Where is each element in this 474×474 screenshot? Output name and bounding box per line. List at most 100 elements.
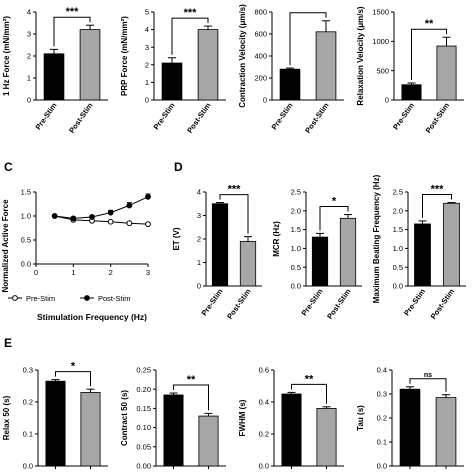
y-tick-label: 2.0 xyxy=(393,206,403,215)
series-line-post-stim xyxy=(54,196,149,219)
significance-label: ns xyxy=(424,372,432,379)
y-tick-label: 0.0 xyxy=(291,282,301,291)
point-post-stim xyxy=(70,215,77,222)
y-tick-label: 1.0 xyxy=(291,244,301,253)
chart-relaxation-velocity: 0 500 1000 1500 Relaxation Velocity (μm/s) Pr… xyxy=(356,6,464,135)
y-tick-label: 0.2 xyxy=(377,414,387,423)
point-post-stim xyxy=(51,213,58,219)
point-post-stim xyxy=(107,209,114,216)
y-tick-label: 0.0 xyxy=(377,462,387,471)
significance-label: ** xyxy=(425,18,434,30)
y-tick-label: 500 xyxy=(376,66,389,75)
y-axis-label: Relax 50 (s) xyxy=(2,395,11,440)
y-tick-label: 1 xyxy=(145,78,149,87)
x-tick-label: Pre-Stim xyxy=(34,101,59,132)
y-tick-label: 2 xyxy=(145,60,149,69)
bar-pre-stim xyxy=(414,223,431,287)
chart-relax50: 0.0 0.1 0.2 0.3 Relax 50 (s) * xyxy=(2,361,108,471)
y-tick-label: 5 xyxy=(145,8,149,17)
x-tick-label: 0 xyxy=(34,268,38,277)
chart-mcr: 0.0 0.5 1.0 1.5 2.0 2.5 MCR (Hz) Pre-Stim Post-S… xyxy=(272,188,362,321)
y-tick-label: 3 xyxy=(27,30,31,39)
significance-bracket xyxy=(53,16,91,47)
series-line-pre-stim xyxy=(54,215,149,225)
legend-marker xyxy=(84,295,90,301)
significance-label: *** xyxy=(228,184,242,196)
y-tick-label: 0.3 xyxy=(377,390,387,399)
y-tick-label: 0.00 xyxy=(136,462,151,471)
y-axis-label: Contraction Velocity (μm/s) xyxy=(238,4,247,108)
y-tick-label: 600 xyxy=(254,30,267,39)
x-tick-label: Pre-Stim xyxy=(270,101,295,132)
y-tick-label: 1500 xyxy=(372,8,389,17)
y-tick-label: 0.15 xyxy=(136,404,151,413)
x-tick-label: Pre-Stim xyxy=(152,101,177,132)
x-tick-label: Post-Stim xyxy=(225,287,253,321)
y-axis-label: Maximum Beating Frequency (Hz) xyxy=(372,174,381,303)
legend-label-pre-stim: Pre-Stim xyxy=(26,294,55,303)
y-tick-label: 1.0 xyxy=(393,244,403,253)
y-axis-label: Tau (s) xyxy=(356,405,365,431)
chart-tau: 0.0 0.1 0.2 0.3 0.4 Tau (s) ns xyxy=(356,366,464,471)
bar-pre-stim xyxy=(161,62,183,101)
chart-max-beating-frequency: 0.0 0.5 1.0 1.5 2.0 2.5 Maximum Beating Freque… xyxy=(372,174,466,321)
bar-pre-stim xyxy=(211,203,229,287)
y-axis-label: Contract 50 (s) xyxy=(120,390,129,446)
y-tick-label: 0 xyxy=(385,96,389,105)
y-tick-label: 0.1 xyxy=(23,430,33,439)
y-tick-label: 0.2 xyxy=(259,430,269,439)
point-pre-stim xyxy=(107,218,114,225)
significance-bracket xyxy=(171,17,209,55)
significance-bracket xyxy=(409,378,447,392)
y-tick-label: 0 xyxy=(197,282,201,291)
chart-et: 0 1 2 3 4 ET (V) Pre-Stim Post-Stim *** xyxy=(172,184,262,321)
bar-pre-stim xyxy=(45,380,66,467)
y-tick-label: 0.25 xyxy=(136,366,151,375)
chart-1hz-force: 0 1 2 3 4 1 Hz Force (mN/mm²) Pre-Stim Post-Sti… xyxy=(2,6,108,135)
y-tick-label: 0 xyxy=(263,96,267,105)
y-tick-label: 0.1 xyxy=(377,438,387,447)
x-tick-label: Pre-Stim xyxy=(402,287,427,318)
bar-pre-stim xyxy=(163,394,184,467)
significance-label: *** xyxy=(184,7,198,19)
y-tick-label: 1.5 xyxy=(393,225,403,234)
bar-post-stim xyxy=(198,415,219,467)
y-tick-label: 4 xyxy=(197,188,201,197)
bar-pre-stim xyxy=(399,388,421,467)
significance-label: * xyxy=(332,196,337,208)
y-tick-label: 1.5 xyxy=(291,225,301,234)
significance-bracket xyxy=(422,194,452,218)
y-tick-label: 4 xyxy=(27,8,31,17)
y-axis-label: MCR (Hz) xyxy=(272,221,281,257)
point-post-stim xyxy=(126,202,133,209)
bar-pre-stim xyxy=(279,68,301,101)
x-tick-label: Post-Stim xyxy=(185,101,213,135)
x-tick-label: 3 xyxy=(146,268,150,277)
bar-pre-stim xyxy=(401,84,422,101)
y-tick-label: 3 xyxy=(145,43,149,52)
significance-label: ** xyxy=(305,373,314,385)
y-tick-label: 0.0 xyxy=(259,462,269,471)
x-tick-label: 2 xyxy=(109,268,113,277)
y-tick-label: 0.0 xyxy=(393,282,403,291)
y-axis-label: Relaxation Velocity (μm/s) xyxy=(356,6,365,105)
y-tick-label: 3 xyxy=(197,211,201,220)
panel-letter-e: E xyxy=(4,336,13,350)
y-tick-label: 0 xyxy=(27,96,31,105)
legend-marker xyxy=(12,295,18,301)
significance-bracket xyxy=(55,371,91,387)
chart-normalized-force: 0.0 0.5 1.0 1.5 0 1 2 3 Normalized Active Force S… xyxy=(1,188,151,322)
y-axis-label: Normalized Active Force xyxy=(1,199,10,293)
y-tick-label: 1.0 xyxy=(21,212,31,221)
y-tick-label: 2 xyxy=(197,235,201,244)
bar-post-stim xyxy=(239,240,257,287)
significance-label: *** xyxy=(66,6,80,18)
significance-label: * xyxy=(71,361,76,373)
y-tick-label: 0.0 xyxy=(23,462,33,471)
bar-post-stim xyxy=(315,31,337,101)
y-tick-label: 0.20 xyxy=(136,385,151,394)
chart-contraction-velocity: 0 200 400 600 800 Contraction Velocity (μm/s)… xyxy=(238,4,344,135)
y-tick-label: 0.2 xyxy=(23,398,33,407)
bar-post-stim xyxy=(316,408,337,467)
y-tick-label: 0.5 xyxy=(291,263,301,272)
